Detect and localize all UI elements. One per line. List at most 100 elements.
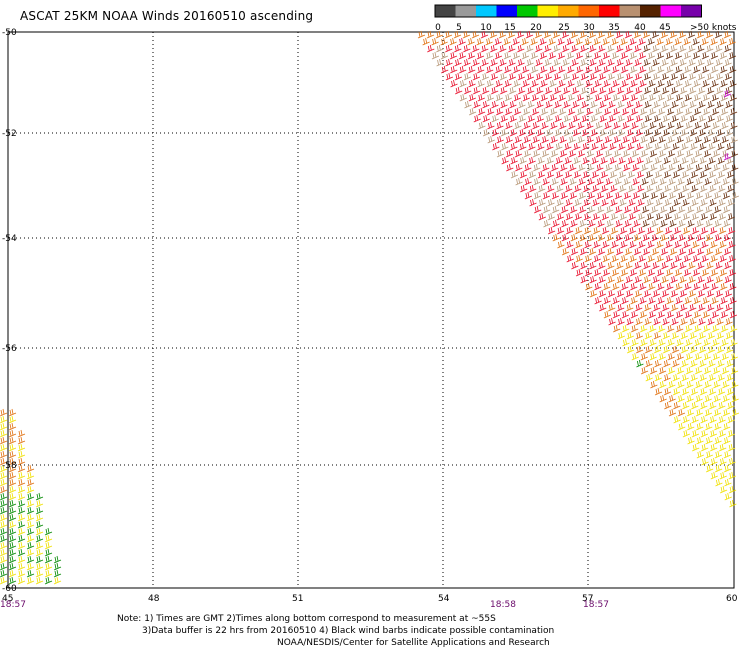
wind-barb: [721, 324, 729, 333]
wind-barb: [509, 114, 517, 123]
wind-barb: [26, 513, 35, 522]
wind-barb: [471, 30, 480, 39]
wind-barb: [597, 247, 606, 256]
wind-barb: [552, 233, 560, 242]
wind-barb: [636, 156, 644, 165]
wind-barb: [653, 331, 661, 340]
wind-barb: [532, 121, 540, 130]
wind-barb: [682, 401, 690, 410]
wind-barb: [617, 86, 625, 95]
wind-barb: [711, 282, 719, 291]
wind-barb: [711, 296, 719, 305]
wind-barb: [691, 226, 700, 235]
wind-barb: [588, 205, 596, 214]
wind-barb: [548, 37, 556, 46]
wind-barb: [546, 142, 554, 151]
wind-barb: [697, 58, 705, 67]
wind-barb: [633, 30, 642, 39]
wind-barb: [555, 142, 563, 151]
wind-barb: [0, 450, 8, 459]
wind-barb: [615, 30, 624, 39]
wind-barb: [504, 79, 512, 88]
wind-barb: [605, 163, 613, 172]
wind-barb: [564, 170, 573, 179]
wind-barb: [731, 394, 739, 403]
wind-barb: [613, 149, 622, 158]
wind-barb: [642, 219, 650, 228]
wind-barb: [604, 149, 613, 158]
wind-barb: [720, 310, 729, 319]
wind-barb: [714, 205, 722, 214]
wind-barb: [652, 275, 660, 284]
wind-barb: [596, 191, 605, 200]
wind-barb: [8, 429, 17, 438]
wind-barb: [726, 359, 734, 368]
wind-barb: [717, 387, 726, 396]
wind-barb: [522, 107, 531, 116]
wind-barb: [509, 100, 517, 109]
wind-barb: [532, 149, 541, 158]
wind-barb: [522, 79, 530, 88]
wind-barb: [729, 310, 738, 319]
wind-barb: [689, 303, 697, 312]
wind-barb: [658, 121, 666, 130]
wind-barb: [657, 93, 665, 102]
wind-barb: [679, 44, 687, 53]
wind-barb: [674, 268, 683, 277]
wind-barb: [634, 58, 642, 67]
wind-barb: [618, 156, 626, 165]
wind-barb: [598, 261, 606, 270]
wind-barb: [635, 114, 643, 123]
wind-barb: [609, 156, 617, 165]
wind-barb: [618, 142, 626, 151]
wind-barb: [680, 345, 689, 354]
wind-barb: [655, 226, 664, 235]
wind-barb: [615, 205, 623, 214]
wind-barb: [638, 254, 646, 263]
wind-barb: [640, 338, 648, 347]
wind-barb: [536, 100, 544, 109]
wind-barb: [724, 492, 732, 501]
wind-barb: [35, 576, 44, 585]
wind-barb: [640, 352, 648, 361]
wind-barb: [645, 373, 653, 382]
wind-barb: [568, 149, 577, 158]
wind-barb: [467, 51, 476, 60]
wind-barb: [696, 219, 704, 228]
wind-barb: [570, 219, 578, 228]
wind-barb: [662, 331, 670, 340]
wind-barb: [594, 282, 602, 291]
wind-barb: [597, 30, 606, 39]
wind-barb: [703, 135, 711, 144]
wind-barb: [728, 240, 736, 249]
wind-barb: [468, 107, 477, 116]
wind-barb: [666, 310, 675, 319]
wind-barb: [620, 51, 629, 60]
wind-speed-legend: 0 5 10 15 20 25 30 35 40 45 >50 knots: [434, 4, 737, 33]
wind-barb: [718, 415, 726, 424]
wind-barb: [730, 121, 738, 130]
wind-barb: [566, 240, 574, 249]
wind-barb: [577, 121, 585, 130]
wind-barb: [535, 44, 543, 53]
wind-barb: [681, 373, 689, 382]
wind-barb: [687, 219, 695, 228]
wind-barb: [676, 352, 684, 361]
wind-barb: [578, 191, 587, 200]
map-title: ASCAT 25KM NOAA Winds 20160510 ascending: [20, 9, 314, 23]
wind-barb: [445, 44, 453, 53]
wind-barb: [681, 170, 690, 179]
wind-barb: [684, 282, 692, 291]
wind-barb: [609, 170, 618, 179]
wind-barb: [8, 464, 17, 473]
wind-barb: [17, 506, 26, 515]
wind-barb: [671, 345, 680, 354]
wind-barb: [652, 261, 660, 270]
wind-barb: [661, 275, 669, 284]
wind-barb: [642, 233, 650, 242]
wind-barb: [647, 51, 656, 60]
wind-barb: [660, 219, 668, 228]
wind-barb: [698, 86, 706, 95]
wind-barb: [695, 163, 703, 172]
